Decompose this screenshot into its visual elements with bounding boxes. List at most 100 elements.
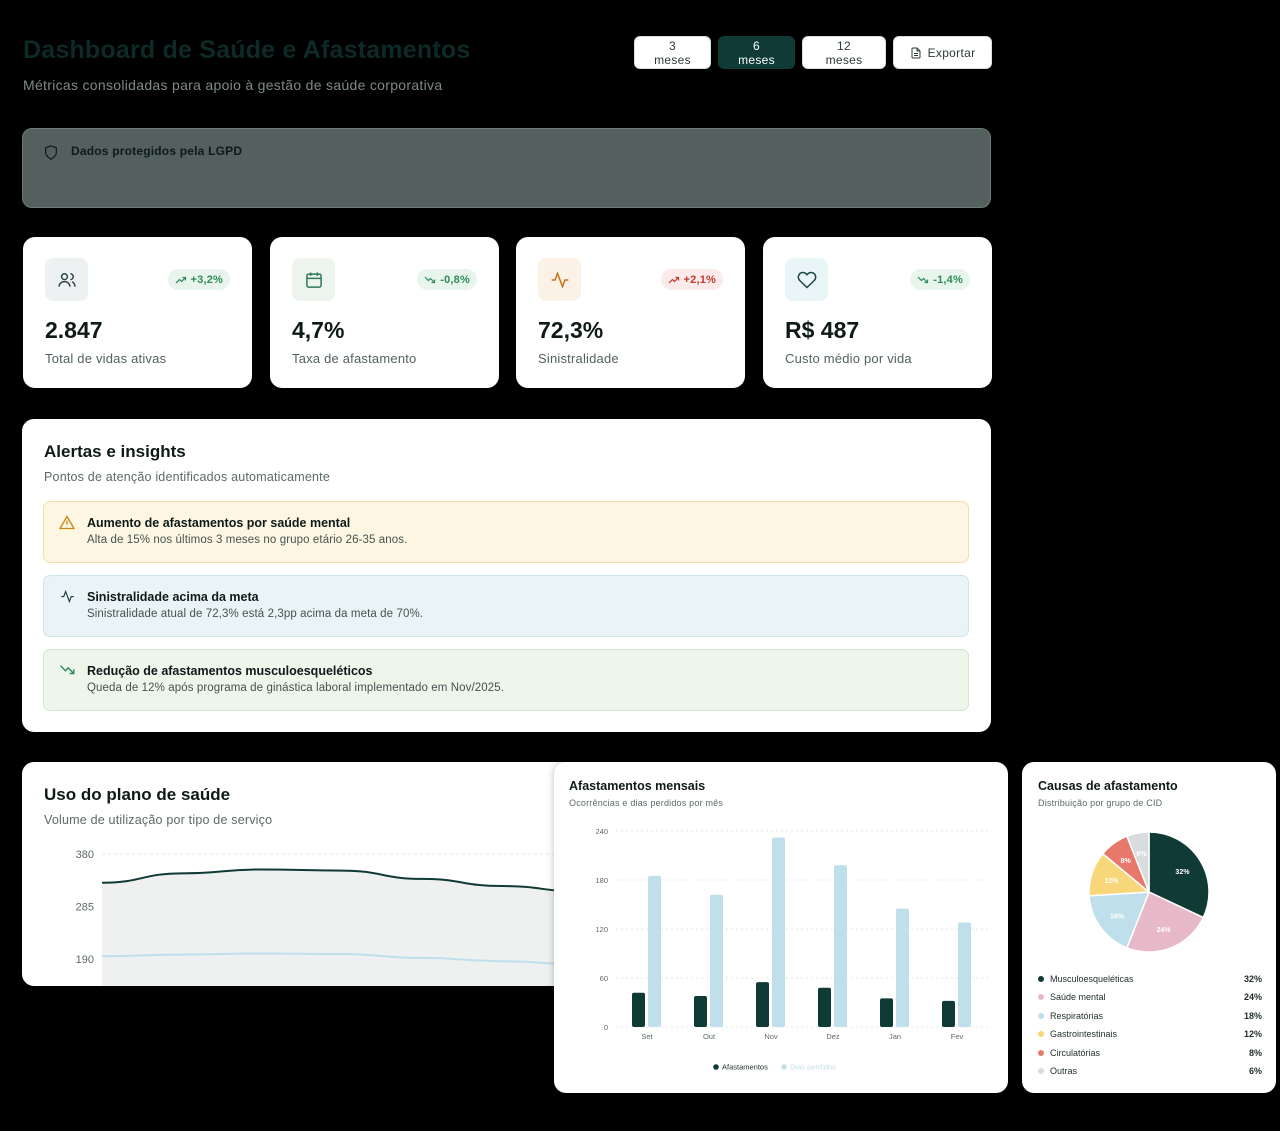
users-icon	[57, 272, 76, 287]
bar-dias-perdidos	[958, 922, 971, 1027]
legend-label: Afastamentos	[722, 1063, 768, 1072]
legend-item: Outras 6%	[1038, 1064, 1262, 1078]
y-tick-label: 120	[595, 925, 608, 934]
activity-icon	[551, 270, 568, 289]
alert-item-sinistralidade[interactable]: Sinistralidade acima da meta Sinistralid…	[43, 575, 969, 637]
trending-up-icon	[668, 276, 679, 283]
legend-label: Circulatórias	[1050, 1047, 1101, 1058]
legend-pct: 8%	[1248, 1047, 1262, 1058]
series-line	[101, 868, 582, 893]
legend-dot	[1038, 1049, 1044, 1056]
activity-icon	[61, 589, 74, 604]
warning-icon	[59, 515, 75, 530]
file-icon	[911, 47, 921, 58]
lgpd-title: Dados protegidos pela LGPD	[71, 144, 243, 158]
legend-pct: 32%	[1243, 974, 1262, 984]
monthly-title: Afastamentos mensais	[569, 779, 706, 793]
pie-slice-label: 18%	[1110, 913, 1125, 920]
alert-title: Redução de afastamentos musculoesqueléti…	[87, 664, 373, 678]
alert-item-saude-mental[interactable]: Aumento de afastamentos por saúde mental…	[43, 501, 969, 563]
period-12-months-button[interactable]: 12 meses	[802, 36, 886, 69]
legend-dot	[713, 1064, 719, 1070]
alert-title: Sinistralidade acima da meta	[87, 590, 259, 604]
bar-dias-perdidos	[710, 894, 723, 1027]
x-tick-label: Out	[703, 1032, 716, 1041]
area-fill	[102, 869, 582, 986]
page-title: Dashboard de Saúde e Afastamentos	[23, 36, 471, 64]
trend-badge: -0,8%	[417, 269, 477, 290]
usage-card: Uso do plano de saúde Volume de utilizaç…	[22, 762, 582, 986]
export-label: Exportar	[927, 45, 976, 60]
legend-dot	[1038, 1068, 1044, 1074]
alert-item-musculoesqueleticos[interactable]: Redução de afastamentos musculoesqueléti…	[43, 649, 969, 711]
kpi-icon-box	[292, 258, 335, 301]
bar-afastamentos	[942, 1000, 955, 1027]
y-tick-label: 180	[595, 876, 608, 885]
x-tick-label: Jan	[889, 1032, 901, 1041]
usage-line-chart: 380 285 190	[76, 849, 582, 986]
alerts-title: Alertas e insights	[44, 442, 186, 461]
pie-slice-label: 32%	[1175, 869, 1190, 876]
y-tick-label: 380	[76, 849, 94, 861]
legend-dot	[1038, 976, 1044, 982]
usage-title: Uso do plano de saúde	[44, 785, 231, 804]
shield-icon	[45, 145, 57, 160]
y-tick-label: 190	[76, 954, 94, 966]
alert-desc: Queda de 12% após programa de ginástica …	[87, 682, 505, 694]
alerts-subtitle: Pontos de atenção identificados automati…	[44, 470, 330, 484]
kpi-label: Custo médio por vida	[785, 351, 912, 366]
pie-slice	[1148, 831, 1210, 919]
bar-afastamentos	[694, 995, 707, 1027]
kpi-icon-box	[538, 258, 581, 301]
bar-dias-perdidos	[896, 908, 909, 1027]
x-tick-label: Fev	[951, 1032, 964, 1041]
causes-title: Causas de afastamento	[1038, 779, 1178, 793]
x-tick-label: Nov	[764, 1032, 778, 1041]
period-6-months-button[interactable]: 6 meses	[718, 36, 795, 69]
y-tick-label: 0	[604, 1023, 608, 1032]
y-tick-label: 60	[600, 974, 608, 983]
page-subtitle: Métricas consolidadas para apoio à gestã…	[23, 77, 443, 93]
legend-label: Musculoesqueléticas	[1050, 974, 1134, 984]
legend-item: Gastrointestinais 12%	[1038, 1027, 1262, 1041]
bar-afastamentos	[756, 982, 769, 1027]
pie-slice-label: 8%	[1121, 858, 1132, 865]
kpi-value: 72,3%	[538, 317, 604, 343]
kpi-label: Taxa de afastamento	[292, 351, 417, 366]
calendar-icon	[305, 272, 322, 288]
kpi-card-custo: -1,4% R$ 487 Custo médio por vida	[763, 237, 992, 388]
legend-item: Musculoesqueléticas 32%	[1038, 972, 1262, 986]
alert-desc: Sinistralidade atual de 72,3% está 2,3pp…	[87, 608, 424, 620]
y-tick-label: 285	[76, 902, 94, 914]
export-button[interactable]: Exportar	[893, 36, 992, 69]
legend-dot	[1038, 1031, 1044, 1038]
trending-down-icon	[60, 665, 75, 675]
y-tick-label: 240	[595, 827, 608, 836]
legend-item: Respiratórias 18%	[1038, 1009, 1262, 1023]
period-3-months-button[interactable]: 3 meses	[634, 36, 711, 69]
bar-afastamentos	[880, 998, 893, 1027]
legend-dot	[1038, 994, 1044, 1001]
legend-dot	[1038, 1012, 1044, 1019]
kpi-icon-box	[785, 258, 828, 301]
legend-label: Dias perdidos	[790, 1063, 836, 1072]
alert-title: Aumento de afastamentos por saúde mental	[87, 516, 351, 530]
causes-subtitle: Distribuição por grupo de CID	[1038, 798, 1163, 808]
legend-dot	[781, 1064, 787, 1070]
causes-card: Causas de afastamento Distribuição por g…	[1022, 762, 1276, 1093]
legend-pct: 12%	[1243, 1029, 1262, 1040]
kpi-value: 2.847	[45, 317, 103, 343]
trending-up-icon	[175, 276, 186, 283]
kpi-label: Total de vidas ativas	[45, 351, 167, 366]
trending-down-icon	[917, 276, 929, 283]
pie-slice-label: 24%	[1157, 927, 1172, 934]
kpi-value: R$ 487	[785, 317, 860, 343]
legend-item: Saúde mental 24%	[1038, 990, 1262, 1004]
trend-badge: -1,4%	[910, 269, 970, 290]
legend-item: Circulatórias 8%	[1038, 1046, 1262, 1060]
causes-pie-chart: 32% 24% 18% 12% 8% 6%	[1088, 831, 1210, 953]
kpi-card-vidas: +3,2% 2.847 Total de vidas ativas	[23, 237, 252, 388]
x-tick-label: Set	[641, 1032, 653, 1041]
legend-label: Saúde mental	[1050, 992, 1106, 1003]
pie-slice	[1088, 891, 1151, 949]
